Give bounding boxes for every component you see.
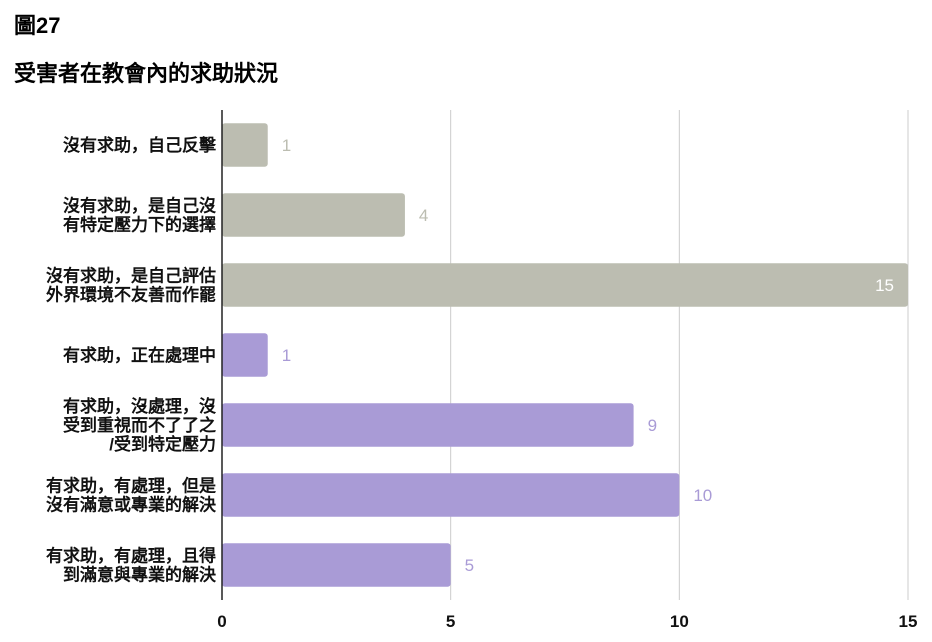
- data-label: 9: [648, 416, 657, 435]
- data-label: 1: [282, 136, 291, 155]
- bar: [222, 123, 268, 167]
- category-label: 有求助，正在處理中: [63, 345, 216, 365]
- data-label: 15: [875, 276, 894, 295]
- bar: [222, 543, 451, 587]
- data-label: 1: [282, 346, 291, 365]
- bar: [222, 193, 405, 237]
- bar: [222, 333, 268, 377]
- category-label: 有求助，有處理，且得: [46, 546, 216, 566]
- category-label: 有求助，沒處理，沒: [63, 396, 217, 416]
- bar: [222, 403, 634, 447]
- x-tick-label: 10: [670, 612, 689, 631]
- category-label: 受到重視而不了了之: [63, 415, 216, 435]
- x-tick-label: 5: [446, 612, 455, 631]
- data-label: 10: [693, 486, 712, 505]
- bar: [222, 473, 680, 517]
- figure-label: 圖27: [14, 13, 61, 38]
- category-label: 外界環境不友善而作罷: [46, 285, 216, 305]
- category-label: 有特定壓力下的選擇: [63, 215, 216, 235]
- x-tick-label: 15: [899, 612, 918, 631]
- bar: [222, 263, 908, 307]
- category-label: 到滿意與專業的解決: [63, 565, 217, 585]
- category-label: 沒有滿意或專業的解決: [46, 495, 217, 515]
- category-label: 沒有求助，是自己沒: [63, 196, 217, 216]
- data-label: 5: [465, 556, 474, 575]
- x-tick-label: 0: [217, 612, 226, 631]
- category-label: /受到特定壓力: [109, 434, 216, 454]
- category-label: 沒有求助，是自己評估: [46, 266, 216, 286]
- chart-title: 受害者在教會內的求助狀況: [14, 61, 279, 86]
- category-label: 有求助，有處理，但是: [46, 476, 216, 496]
- category-label: 沒有求助，自己反擊: [63, 135, 217, 155]
- data-label: 4: [419, 206, 428, 225]
